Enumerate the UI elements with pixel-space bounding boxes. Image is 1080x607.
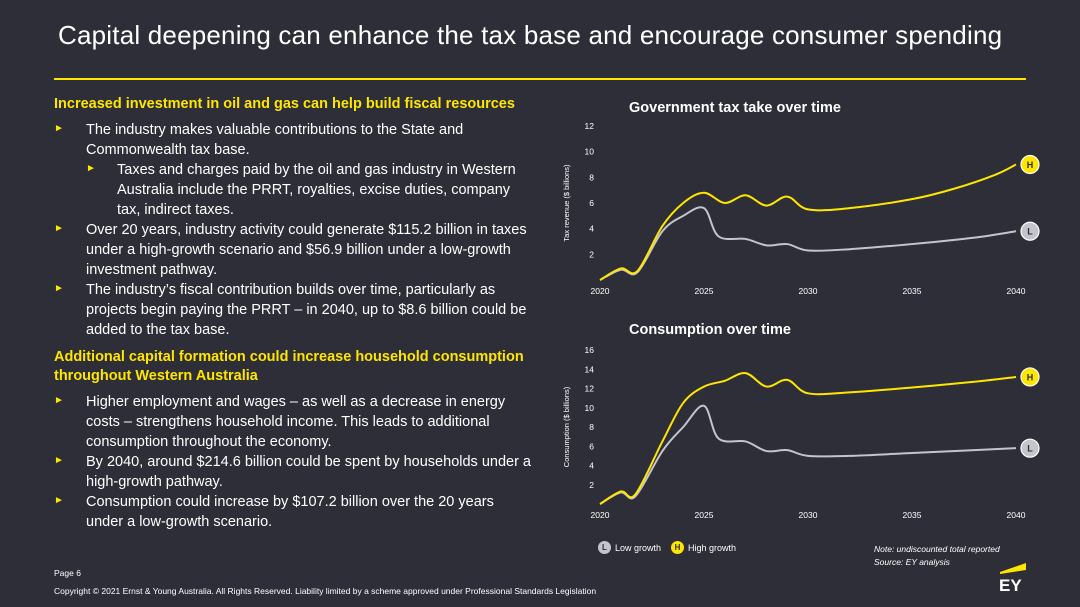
legend-low-badge: L [598,541,611,554]
bullet-list-fiscal: ► The industry makes valuable contributio… [54,120,534,340]
list-item-text: By 2040, around $214.6 billion could be … [86,454,531,490]
consumption-chart-title: Consumption over time [629,322,791,338]
consumption-chart: 2 4 6 8 10 12 14 16 2020 2025 2030 2035 2040 Consumpt… [562,345,1040,520]
section-heading-fiscal: Increased investment in oil and gas can … [54,96,515,112]
list-item-text: Higher employment and wages – as well as… [86,394,506,450]
y-tick-label: 4 [589,224,594,234]
list-item-text: The industry’s fiscal contribution build… [86,282,527,338]
y-tick-label: 10 [585,403,595,413]
x-tick-label: 2025 [695,286,714,296]
series-end-badge [1020,221,1040,241]
series-end-badge [1020,154,1040,175]
y-tick-label: 6 [589,198,594,208]
legend-high-label: High growth [688,542,737,553]
series-end-badge [1020,367,1040,387]
section-heading-consumption: Additional capital formation could incre… [54,349,524,384]
tax-chart-title: Government tax take over time [629,100,841,116]
y-axis-label: Tax revenue ($ billions) [562,164,571,242]
text-column: Increased investment in oil and gas can … [54,95,534,534]
bullet-list-consumption: ► Higher employment and wages – as well a… [54,392,534,532]
y-axis-label: Consumption ($ billions) [562,386,571,467]
y-tick-label: 2 [589,480,594,490]
list-item-text: The industry makes valuable contribution… [86,122,464,158]
list-item: ► Over 20 years, industry activity could … [54,220,534,280]
title-divider [54,78,1026,80]
list-item: ► Higher employment and wages – as well a… [54,392,534,452]
page-title: Capital deepening can enhance the tax ba… [58,20,1003,50]
x-tick-label: 2030 [799,286,818,296]
y-tick-label: 12 [585,384,595,394]
x-tick-label: 2035 [903,286,922,296]
legend-high-badge: H [671,541,685,554]
bullet-arrow-icon: ► [54,395,64,406]
list-item-text: Taxes and charges paid by the oil and ga… [117,162,516,218]
series-end-label: L [1027,227,1033,237]
tax-chart: 2 4 6 8 10 12 2020 2025 2030 2035 2040 Tax revenue … [562,121,1040,296]
x-tick-label: 2030 [799,510,818,520]
note-text: Note: undiscounted total reported [874,544,1000,554]
bullet-arrow-icon: ► [54,123,64,134]
y-tick-label: 2 [589,249,594,259]
chart-note: Note: undiscounted total reported Source… [874,543,1000,569]
copyright-text: Copyright © 2021 Ernst & Young Australia… [54,586,597,596]
ey-logo-icon: EY [999,563,1026,592]
y-tick-label: 10 [585,147,595,157]
list-item-text: Consumption could increase by $107.2 bil… [86,494,494,530]
legend-low-label: Low growth [615,542,662,553]
series-line-l [599,206,1017,281]
y-tick-label: 8 [589,422,594,432]
x-tick-label: 2040 [1007,510,1026,520]
series-end-label: H [1027,160,1034,170]
list-item: ► Taxes and charges paid by the oil and g… [54,160,534,220]
y-tick-label: 4 [589,461,594,471]
x-tick-label: 2025 [695,510,714,520]
list-item: ► Consumption could increase by $107.2 bi… [54,492,534,532]
y-tick-label: 14 [585,364,595,374]
series-end-badge [1020,438,1040,458]
series-line-h [599,372,1017,505]
chart-legend: L Low growth H High growth [598,541,746,554]
y-tick-label: 16 [585,345,595,355]
list-item: ► By 2040, around $214.6 billion could be… [54,452,534,492]
bullet-arrow-icon: ► [54,455,64,466]
x-tick-label: 2020 [591,286,610,296]
source-text: Source: EY analysis [874,557,950,567]
x-tick-label: 2020 [591,510,610,520]
legend-item-low: L Low growth [598,541,661,554]
series-end-label: L [1027,444,1033,454]
y-tick-label: 12 [585,121,595,131]
bullet-arrow-icon: ► [54,283,64,294]
list-item-text: Over 20 years, industry activity could g… [86,222,527,278]
series-line-h [599,163,1017,281]
list-item: ► The industry makes valuable contributio… [54,120,534,160]
x-tick-label: 2035 [903,510,922,520]
y-tick-label: 8 [589,172,594,182]
bullet-arrow-icon: ► [54,495,64,506]
y-tick-label: 6 [589,441,594,451]
x-tick-label: 2040 [1007,286,1026,296]
page-number: Page 6 [54,568,81,578]
series-line-l [599,404,1017,505]
bullet-arrow-icon: ► [86,163,96,174]
list-item: ► The industry’s fiscal contribution buil… [54,280,534,340]
legend-item-high: H High growth [671,541,736,554]
logo-text: EY [999,576,1022,592]
bullet-arrow-icon: ► [54,223,64,234]
series-end-label: H [1027,372,1034,382]
